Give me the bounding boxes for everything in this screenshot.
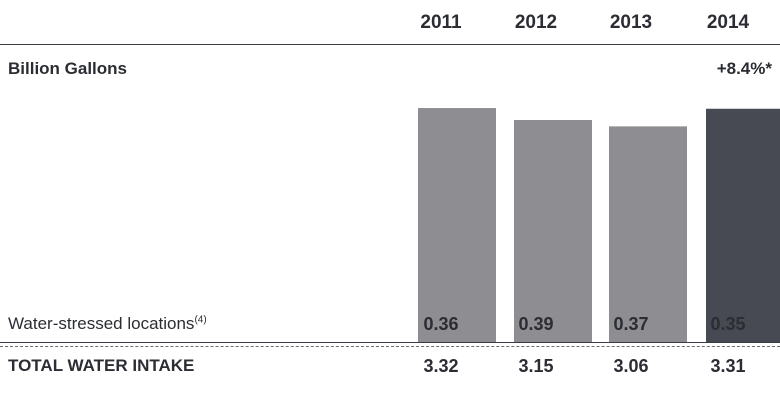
- year-label-2013: 2013: [609, 12, 653, 33]
- bar-2012: [514, 120, 592, 343]
- water-stressed-2011: 0.36: [423, 314, 459, 334]
- total-2013: 3.06: [613, 356, 649, 376]
- total-2014: 3.31: [710, 356, 746, 376]
- total-2011: 3.32: [423, 356, 459, 376]
- water-stressed-label-text: Water-stressed locations: [8, 314, 195, 333]
- bar-2014: [706, 108, 780, 342]
- header-rule: [0, 44, 780, 45]
- water-stressed-2013: 0.37: [613, 314, 649, 334]
- unit-label: Billion Gallons: [8, 59, 128, 78]
- year-label-2014: 2014: [706, 12, 750, 33]
- bar-baseline: [0, 342, 780, 343]
- year-label-2012: 2012: [514, 12, 558, 33]
- row-divider: [0, 346, 780, 347]
- water-stressed-2014: 0.35: [710, 314, 746, 334]
- water-stressed-label: Water-stressed locations(4): [8, 314, 207, 334]
- water-stressed-2012: 0.39: [518, 314, 554, 334]
- total-2012: 3.15: [518, 356, 554, 376]
- bar-2013: [609, 126, 687, 342]
- footnote-marker: (4): [194, 314, 207, 326]
- year-label-2011: 2011: [420, 12, 462, 33]
- bar-2011: [418, 108, 496, 342]
- total-water-intake-label: TOTAL WATER INTAKE: [8, 356, 195, 375]
- change-label: +8.4%*: [716, 59, 772, 78]
